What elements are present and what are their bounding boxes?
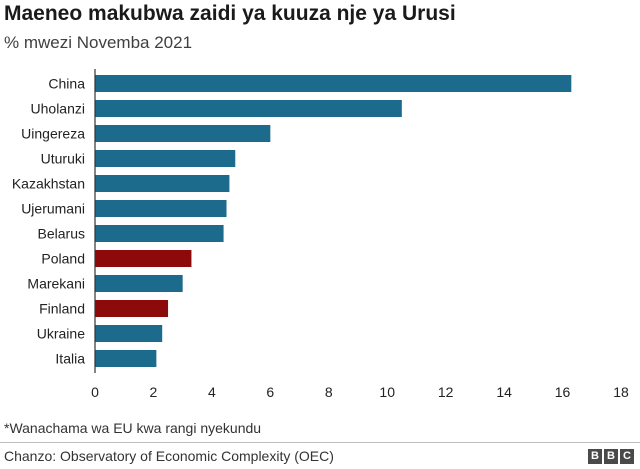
category-label: Ukraine — [37, 326, 85, 342]
x-tick-label: 14 — [496, 384, 512, 400]
bar — [95, 275, 183, 292]
bar — [95, 225, 224, 242]
bar — [95, 200, 227, 217]
x-tick-label: 0 — [91, 384, 99, 400]
x-tick-label: 18 — [613, 384, 629, 400]
category-label: Poland — [41, 251, 85, 267]
category-label: Belarus — [38, 226, 85, 242]
x-tick-label: 8 — [325, 384, 333, 400]
bar — [95, 175, 230, 192]
bbc-logo: B B C — [588, 449, 634, 464]
x-tick-label: 16 — [555, 384, 571, 400]
bar — [95, 150, 236, 167]
bbc-logo-letter: B — [588, 449, 602, 464]
bar-chart: China Uholanzi Uingereza Uturuki Kazakhstan U… — [12, 69, 629, 400]
bar — [95, 300, 169, 317]
category-label: Italia — [55, 351, 85, 367]
x-tick-label: 12 — [438, 384, 454, 400]
bar — [95, 125, 271, 142]
footer-divider — [0, 442, 640, 443]
x-tick-label: 10 — [379, 384, 395, 400]
bar — [95, 325, 163, 342]
bar — [95, 250, 192, 267]
bar — [95, 350, 157, 367]
x-tick-label: 2 — [150, 384, 158, 400]
bbc-logo-letter: C — [620, 449, 634, 464]
bar — [95, 75, 572, 92]
source-text: Chanzo: Observatory of Economic Complexi… — [4, 448, 334, 464]
chart-subtitle: % mwezi Novemba 2021 — [4, 33, 193, 52]
category-label: Marekani — [27, 276, 85, 292]
category-label: Uturuki — [41, 151, 85, 167]
category-label: Kazakhstan — [12, 176, 85, 192]
x-tick-label: 4 — [208, 384, 216, 400]
category-label: Ujerumani — [21, 201, 85, 217]
category-label: China — [48, 76, 85, 92]
category-label: Uholanzi — [31, 101, 85, 117]
eu-note: *Wanachama wa EU kwa rangi nyekundu — [4, 420, 262, 436]
bar — [95, 100, 402, 117]
category-label: Finland — [39, 301, 85, 317]
chart-title: Maeneo makubwa zaidi ya kuuza nje ya Uru… — [4, 2, 456, 25]
bbc-logo-letter: B — [604, 449, 618, 464]
x-tick-label: 6 — [266, 384, 274, 400]
category-label: Uingereza — [21, 126, 85, 142]
